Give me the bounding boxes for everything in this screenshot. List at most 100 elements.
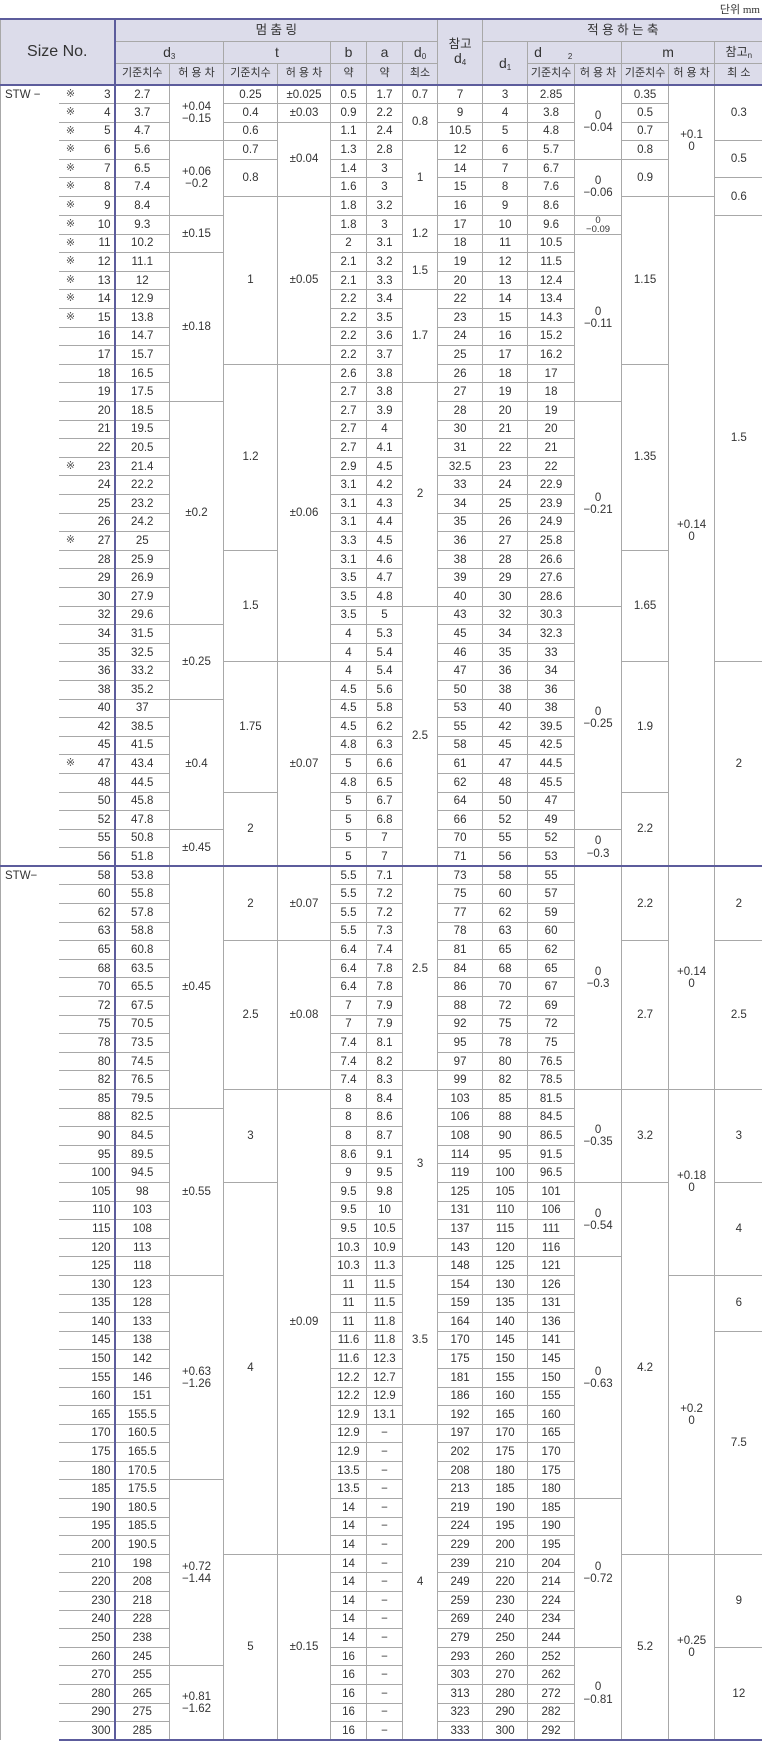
cell-d3: 44.5 — [114, 772, 170, 793]
cell-d1: 15 — [482, 308, 529, 328]
cell-d1: 300 — [482, 1721, 529, 1742]
cell-t: 5 — [223, 1553, 278, 1742]
cell-d1: 24 — [482, 475, 529, 495]
cell-d2: 252 — [527, 1646, 576, 1667]
cell-a: − — [366, 1423, 403, 1444]
cell-d4: 192 — [437, 1405, 484, 1425]
cell-d2: 150 — [527, 1367, 576, 1388]
cell-a: 2.4 — [366, 121, 403, 142]
cell-d4: 86 — [437, 977, 484, 998]
cell-d4: 175 — [437, 1349, 484, 1369]
cell-d3-tol: ±0.15 — [169, 214, 224, 254]
cell-size: 52 — [82, 810, 116, 830]
cell-a: 5.8 — [366, 698, 403, 719]
cell-d3: 198 — [114, 1553, 170, 1574]
cell-d4: 333 — [437, 1721, 484, 1742]
cell-m-tol: +0.18 0 — [668, 1089, 716, 1276]
cell-mark — [58, 1460, 83, 1481]
cell-d3: 79.5 — [114, 1089, 170, 1109]
cell-a: 5.3 — [366, 624, 403, 644]
cell-d4: 154 — [437, 1274, 484, 1295]
cell-d1: 12 — [482, 252, 529, 272]
cell-d2: 155 — [527, 1386, 576, 1407]
cell-d1: 60 — [482, 884, 529, 905]
table-row: 300 285 16−333 300 292 — [1, 1721, 762, 1742]
table-row: 190 180.5 14−219 190 185 0 −0.72 — [1, 1498, 762, 1648]
cell-b: 3.3 — [330, 531, 367, 551]
cell-d2: 81.5 — [527, 1089, 576, 1109]
cell-d4: 50 — [437, 679, 484, 700]
table-row: 21 19.5 2.7 4 30 21 20 — [1, 419, 762, 440]
cell-b: 2.7 — [330, 382, 367, 403]
cell-b: 16 — [330, 1684, 367, 1704]
cell-a: 8.1 — [366, 1033, 403, 1053]
header-b: b — [330, 41, 367, 64]
cell-d4: 15 — [437, 177, 484, 198]
cell-size: 50 — [82, 791, 116, 812]
cell-d4: 18 — [437, 233, 484, 254]
cell-a: 4.8 — [366, 586, 403, 607]
cell-b: 2 — [330, 233, 367, 254]
cell-d3-tol: ±0.25 — [169, 624, 224, 700]
cell-d3: 133 — [114, 1312, 170, 1332]
table-row: 29 26.9 3.5 4.7 39 29 27.6 — [1, 568, 762, 588]
cell-d3: 123 — [114, 1274, 170, 1295]
cell-size: 11 — [82, 233, 116, 254]
cell-b: 14 — [330, 1591, 367, 1611]
cell-t: 2 — [223, 791, 278, 868]
cell-d4: 249 — [437, 1572, 484, 1593]
cell-d2: 12.4 — [527, 270, 576, 291]
table-row: 24 22.2 3.1 4.2 33 24 22.9 — [1, 475, 762, 495]
cell-d3-tol: ±0.55 — [169, 1107, 224, 1276]
cell-b: 5 — [330, 754, 367, 774]
cell-d2: 22 — [527, 456, 576, 477]
cell-size: 155 — [82, 1367, 116, 1388]
cell-d4: 92 — [437, 1014, 484, 1035]
cell-a: 13.1 — [366, 1405, 403, 1425]
cell-size: 72 — [82, 996, 116, 1016]
cell-b: 14 — [330, 1572, 367, 1593]
table-row: 60 55.8 5.5 7.2 75 60 57 — [1, 884, 762, 905]
series-prefix: STW− — [0, 865, 59, 1741]
cell-mark — [58, 1200, 83, 1221]
cell-size: 19 — [82, 382, 116, 403]
cell-d1: 34 — [482, 624, 529, 644]
cell-d3: 35.2 — [114, 679, 170, 700]
cell-mark — [58, 382, 83, 403]
cell-mark — [58, 1033, 83, 1053]
cell-d2: 145 — [527, 1349, 576, 1369]
cell-size: 13 — [82, 270, 116, 291]
cell-d1: 19 — [482, 382, 529, 403]
table-row: 125 118 10.3 11.3 3.5 148 125 121 0 −0.63 — [1, 1256, 762, 1500]
cell-mark — [58, 494, 83, 514]
cell-d2: 45.5 — [527, 772, 576, 793]
cell-m: 0.35 — [621, 84, 670, 105]
cell-mark: ※ — [58, 252, 83, 272]
cell-size: 250 — [82, 1628, 116, 1648]
cell-size: 78 — [82, 1033, 116, 1053]
cell-d3-tol: +0.63 −1.26 — [169, 1274, 224, 1481]
cell-d2-tol: 0 −0.25 — [574, 605, 623, 830]
cell-a: − — [366, 1646, 403, 1667]
cell-d2: 22.9 — [527, 475, 576, 495]
cell-size: 210 — [82, 1553, 116, 1574]
cell-d2: 42.5 — [527, 735, 576, 756]
cell-mark — [58, 791, 83, 812]
cell-b: 4.8 — [330, 772, 367, 793]
cell-d3: 17.5 — [114, 382, 170, 403]
cell-d3: 41.5 — [114, 735, 170, 756]
cell-b: 3.1 — [330, 512, 367, 533]
cell-d2: 190 — [527, 1516, 576, 1537]
cell-d2: 26.6 — [527, 549, 576, 570]
cell-d4: 164 — [437, 1312, 484, 1332]
table-row: ※ 23 21.4 2.9 4.5 32.5 23 22 — [1, 456, 762, 477]
cell-d0: 2.5 — [401, 605, 439, 868]
cell-n: 2 — [714, 661, 762, 868]
cell-mark — [58, 568, 83, 588]
cell-d1: 18 — [482, 363, 529, 384]
cell-mark — [58, 772, 83, 793]
cell-mark — [58, 1126, 83, 1146]
cell-d3: 47.8 — [114, 810, 170, 830]
cell-size: 300 — [82, 1721, 116, 1742]
cell-m: 1.15 — [621, 196, 670, 365]
